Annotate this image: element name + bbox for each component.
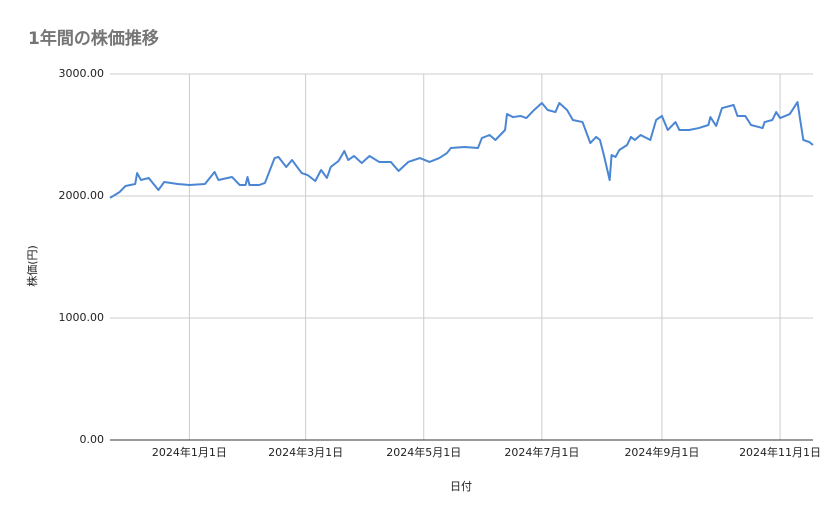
line-series: [109, 101, 814, 199]
y-axis-label: 株価(円): [25, 245, 39, 287]
x-axis-label: 日付: [450, 480, 472, 493]
chart-title: 1年間の株価推移: [28, 28, 159, 49]
x-tick-label: 2024年1月1日: [152, 445, 227, 459]
x-tick-label: 2024年7月1日: [504, 445, 579, 459]
x-tick-label: 2024年3月1日: [268, 445, 343, 459]
x-tick-label: 2024年5月1日: [386, 445, 461, 459]
y-tick-label: 2000.00: [59, 189, 105, 202]
y-tick-label: 3000.00: [59, 67, 105, 80]
y-tick-label: 1000.00: [59, 311, 105, 324]
x-tick-label: 2024年9月1日: [624, 445, 699, 459]
x-tick-label: 2024年11月1日: [739, 445, 821, 459]
y-tick-label: 0.00: [80, 433, 105, 446]
